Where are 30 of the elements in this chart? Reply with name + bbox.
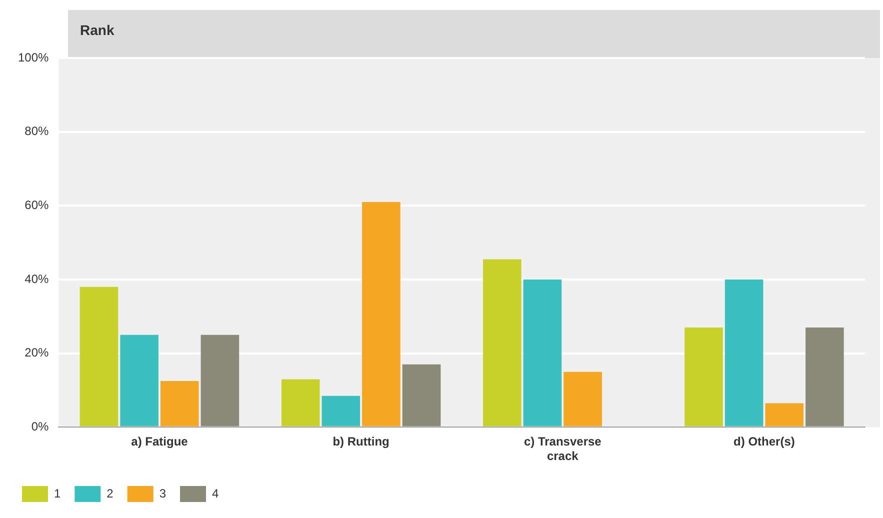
y-tick-label: 100%	[18, 50, 50, 64]
bar	[80, 286, 118, 426]
y-tick-label: 60%	[24, 198, 50, 212]
legend-label: 4	[212, 486, 220, 500]
bar	[322, 396, 360, 426]
legend-label: 1	[54, 486, 61, 500]
bar	[523, 280, 562, 426]
chart-title: Rank	[80, 22, 114, 38]
x-tick-label: d) Other(s)	[734, 434, 795, 449]
bar	[200, 334, 240, 426]
bar	[806, 328, 844, 426]
x-tick-label: a) Fatigue	[131, 434, 188, 449]
bar	[402, 364, 441, 426]
y-tick-label: 80%	[24, 124, 50, 138]
bar	[362, 202, 400, 426]
bar	[684, 328, 723, 426]
bar	[281, 379, 320, 426]
legend-label: 3	[159, 486, 166, 500]
y-tick-label: 20%	[24, 346, 50, 360]
legend-label: 2	[106, 486, 114, 500]
bar	[483, 259, 522, 426]
bar	[765, 403, 804, 426]
bar	[120, 334, 158, 426]
bar	[160, 381, 199, 426]
x-tick-label: b) Rutting	[332, 434, 390, 449]
bar	[564, 372, 602, 426]
y-tick-label: 40%	[24, 272, 50, 286]
y-tick-label: 0%	[31, 420, 50, 434]
x-tick-label: c) Transverse crack	[524, 434, 602, 464]
bar	[724, 280, 764, 426]
